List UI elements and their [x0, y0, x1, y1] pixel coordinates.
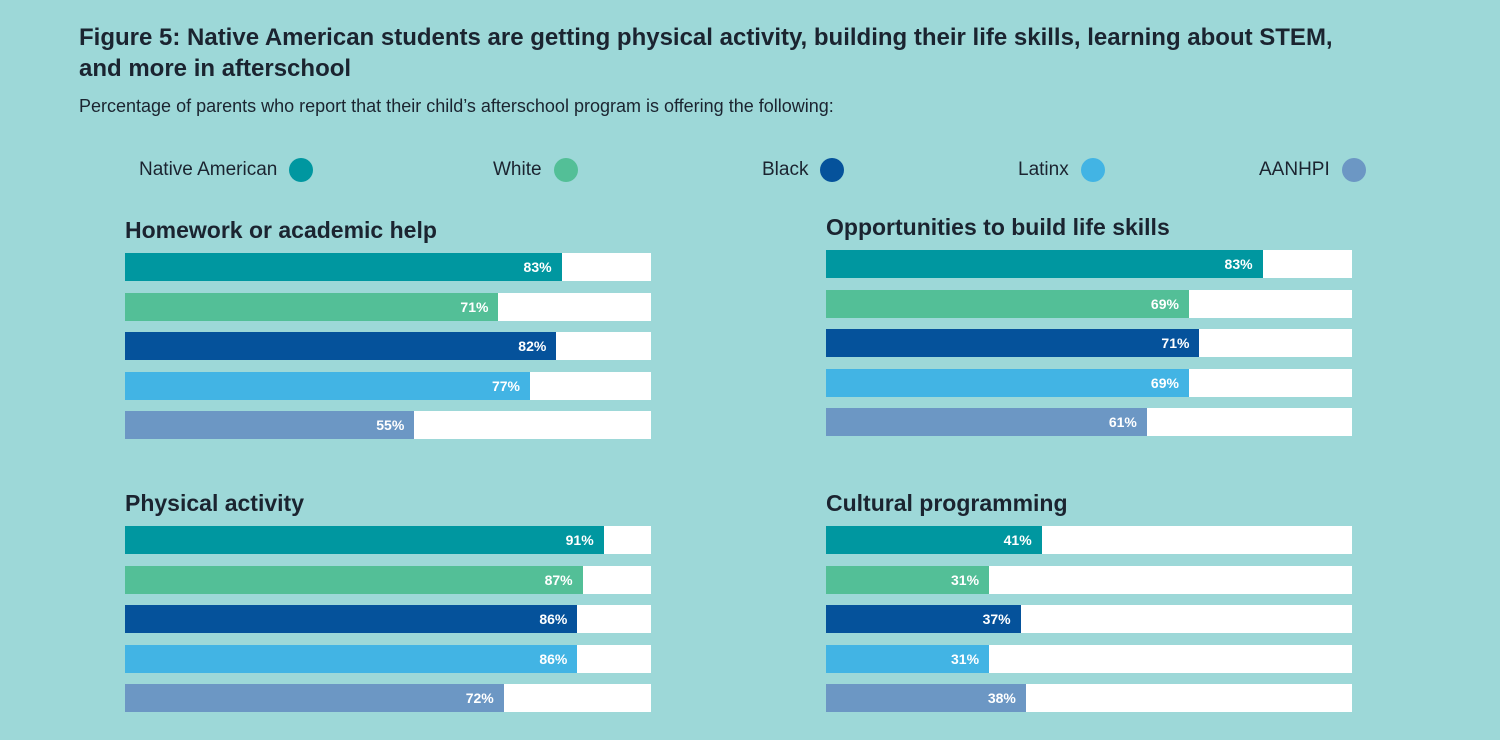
bar-track: 31% [826, 565, 1352, 594]
panel-physical-activity: Physical activity 91% 87% 86% 86% 72% [125, 488, 651, 712]
bar: 82% [125, 332, 557, 360]
bar-track: 69% [826, 289, 1352, 318]
bar-track: 38% [826, 684, 1352, 712]
bar: 31% [826, 565, 990, 594]
bar-track: 86% [125, 644, 651, 673]
bar: 61% [826, 408, 1147, 436]
bar-value-label: 38% [987, 690, 1016, 706]
bar: 72% [125, 684, 504, 712]
bar-group: 41% 31% 37% 31% 38% [826, 526, 1352, 712]
chart-subtitle: Percentage of parents who report that th… [79, 96, 834, 116]
bar-group: 83% 71% 82% 77% 55% [125, 253, 651, 439]
bar: 69% [826, 289, 1189, 318]
bar-value-label: 83% [523, 259, 552, 275]
legend-item-latinx: Latinx [1018, 156, 1105, 184]
bar-track: 37% [826, 605, 1352, 633]
bar-value-label: 69% [1150, 374, 1179, 391]
bar-track: 83% [125, 253, 651, 281]
bar: 71% [826, 329, 1200, 357]
bar-track: 86% [125, 605, 651, 633]
bar-track: 71% [125, 292, 651, 321]
bar: 31% [826, 644, 990, 673]
bar-track: 41% [826, 526, 1352, 554]
bar: 69% [826, 368, 1189, 397]
bar-track: 91% [125, 526, 651, 554]
bar-value-label: 41% [1003, 532, 1032, 548]
bar-track: 82% [125, 332, 651, 360]
bar: 55% [125, 411, 415, 439]
panel-title: Physical activity [125, 490, 304, 516]
panel-title: Cultural programming [826, 490, 1068, 516]
bar-track: 69% [826, 368, 1352, 397]
legend-swatch [1080, 158, 1105, 182]
panel-title: Homework or academic help [125, 217, 437, 243]
bar-value-label: 31% [951, 650, 980, 667]
bar-value-label: 69% [1150, 295, 1179, 312]
legend-swatch [289, 158, 314, 182]
bar-value-label: 82% [518, 338, 547, 354]
bar-track: 71% [826, 329, 1352, 357]
bar: 83% [826, 250, 1263, 278]
bar: 71% [125, 292, 499, 321]
bar-value-label: 71% [460, 298, 489, 315]
chart-title: Figure 5: Native American students are g… [79, 24, 1333, 82]
legend-label: AANHPI [1259, 159, 1330, 180]
legend-label: Native American [139, 159, 278, 180]
bar: 37% [826, 605, 1021, 633]
panel-cultural-programming: Cultural programming 41% 31% 37% 31% 38% [826, 488, 1352, 712]
bar-track: 55% [125, 411, 651, 439]
bar: 83% [125, 253, 562, 281]
bar-track: 61% [826, 408, 1352, 436]
legend-item-native-american: Native American [139, 156, 314, 184]
panel-title: Opportunities to build life skills [826, 214, 1170, 240]
bar-value-label: 72% [465, 690, 494, 706]
bar-track: 31% [826, 644, 1352, 673]
bar-value-label: 77% [491, 377, 521, 394]
bar-value-label: 86% [539, 650, 568, 667]
legend-swatch [553, 158, 578, 182]
bar-track: 83% [826, 250, 1352, 278]
bar-track: 72% [125, 684, 651, 712]
legend-item-white: White [493, 156, 578, 184]
legend-item-aanhpi: AANHPI [1259, 156, 1366, 184]
bar-value-label: 61% [1108, 414, 1137, 430]
panel-life-skills: Opportunities to build life skills 83% 69… [826, 212, 1352, 436]
bar-value-label: 91% [565, 532, 594, 548]
bar-value-label: 71% [1161, 335, 1190, 351]
legend-swatch [1341, 158, 1366, 182]
panel-homework: Homework or academic help 83% 71% 82% 77% 55… [125, 215, 651, 439]
bar: 77% [125, 371, 531, 400]
legend-label: Black [762, 159, 809, 180]
legend-label: White [493, 159, 542, 180]
bar-group: 83% 69% 71% 69% 61% [826, 250, 1352, 436]
bar: 41% [826, 526, 1042, 554]
bar-value-label: 87% [544, 571, 573, 588]
legend-item-black: Black [762, 156, 845, 184]
bar-group: 91% 87% 86% 86% 72% [125, 526, 651, 712]
bar-value-label: 31% [951, 571, 980, 588]
bar-value-label: 37% [982, 611, 1011, 627]
bar-track: 77% [125, 371, 651, 400]
bar-value-label: 55% [376, 417, 405, 433]
bar-value-label: 86% [539, 611, 568, 627]
legend-label: Latinx [1018, 159, 1069, 180]
bar: 38% [826, 684, 1026, 712]
bar: 86% [125, 644, 578, 673]
bar: 91% [125, 526, 604, 554]
bar: 86% [125, 605, 578, 633]
bar-value-label: 83% [1224, 256, 1253, 272]
bar-track: 87% [125, 565, 651, 594]
legend-swatch [820, 158, 845, 182]
bar: 87% [125, 565, 583, 594]
